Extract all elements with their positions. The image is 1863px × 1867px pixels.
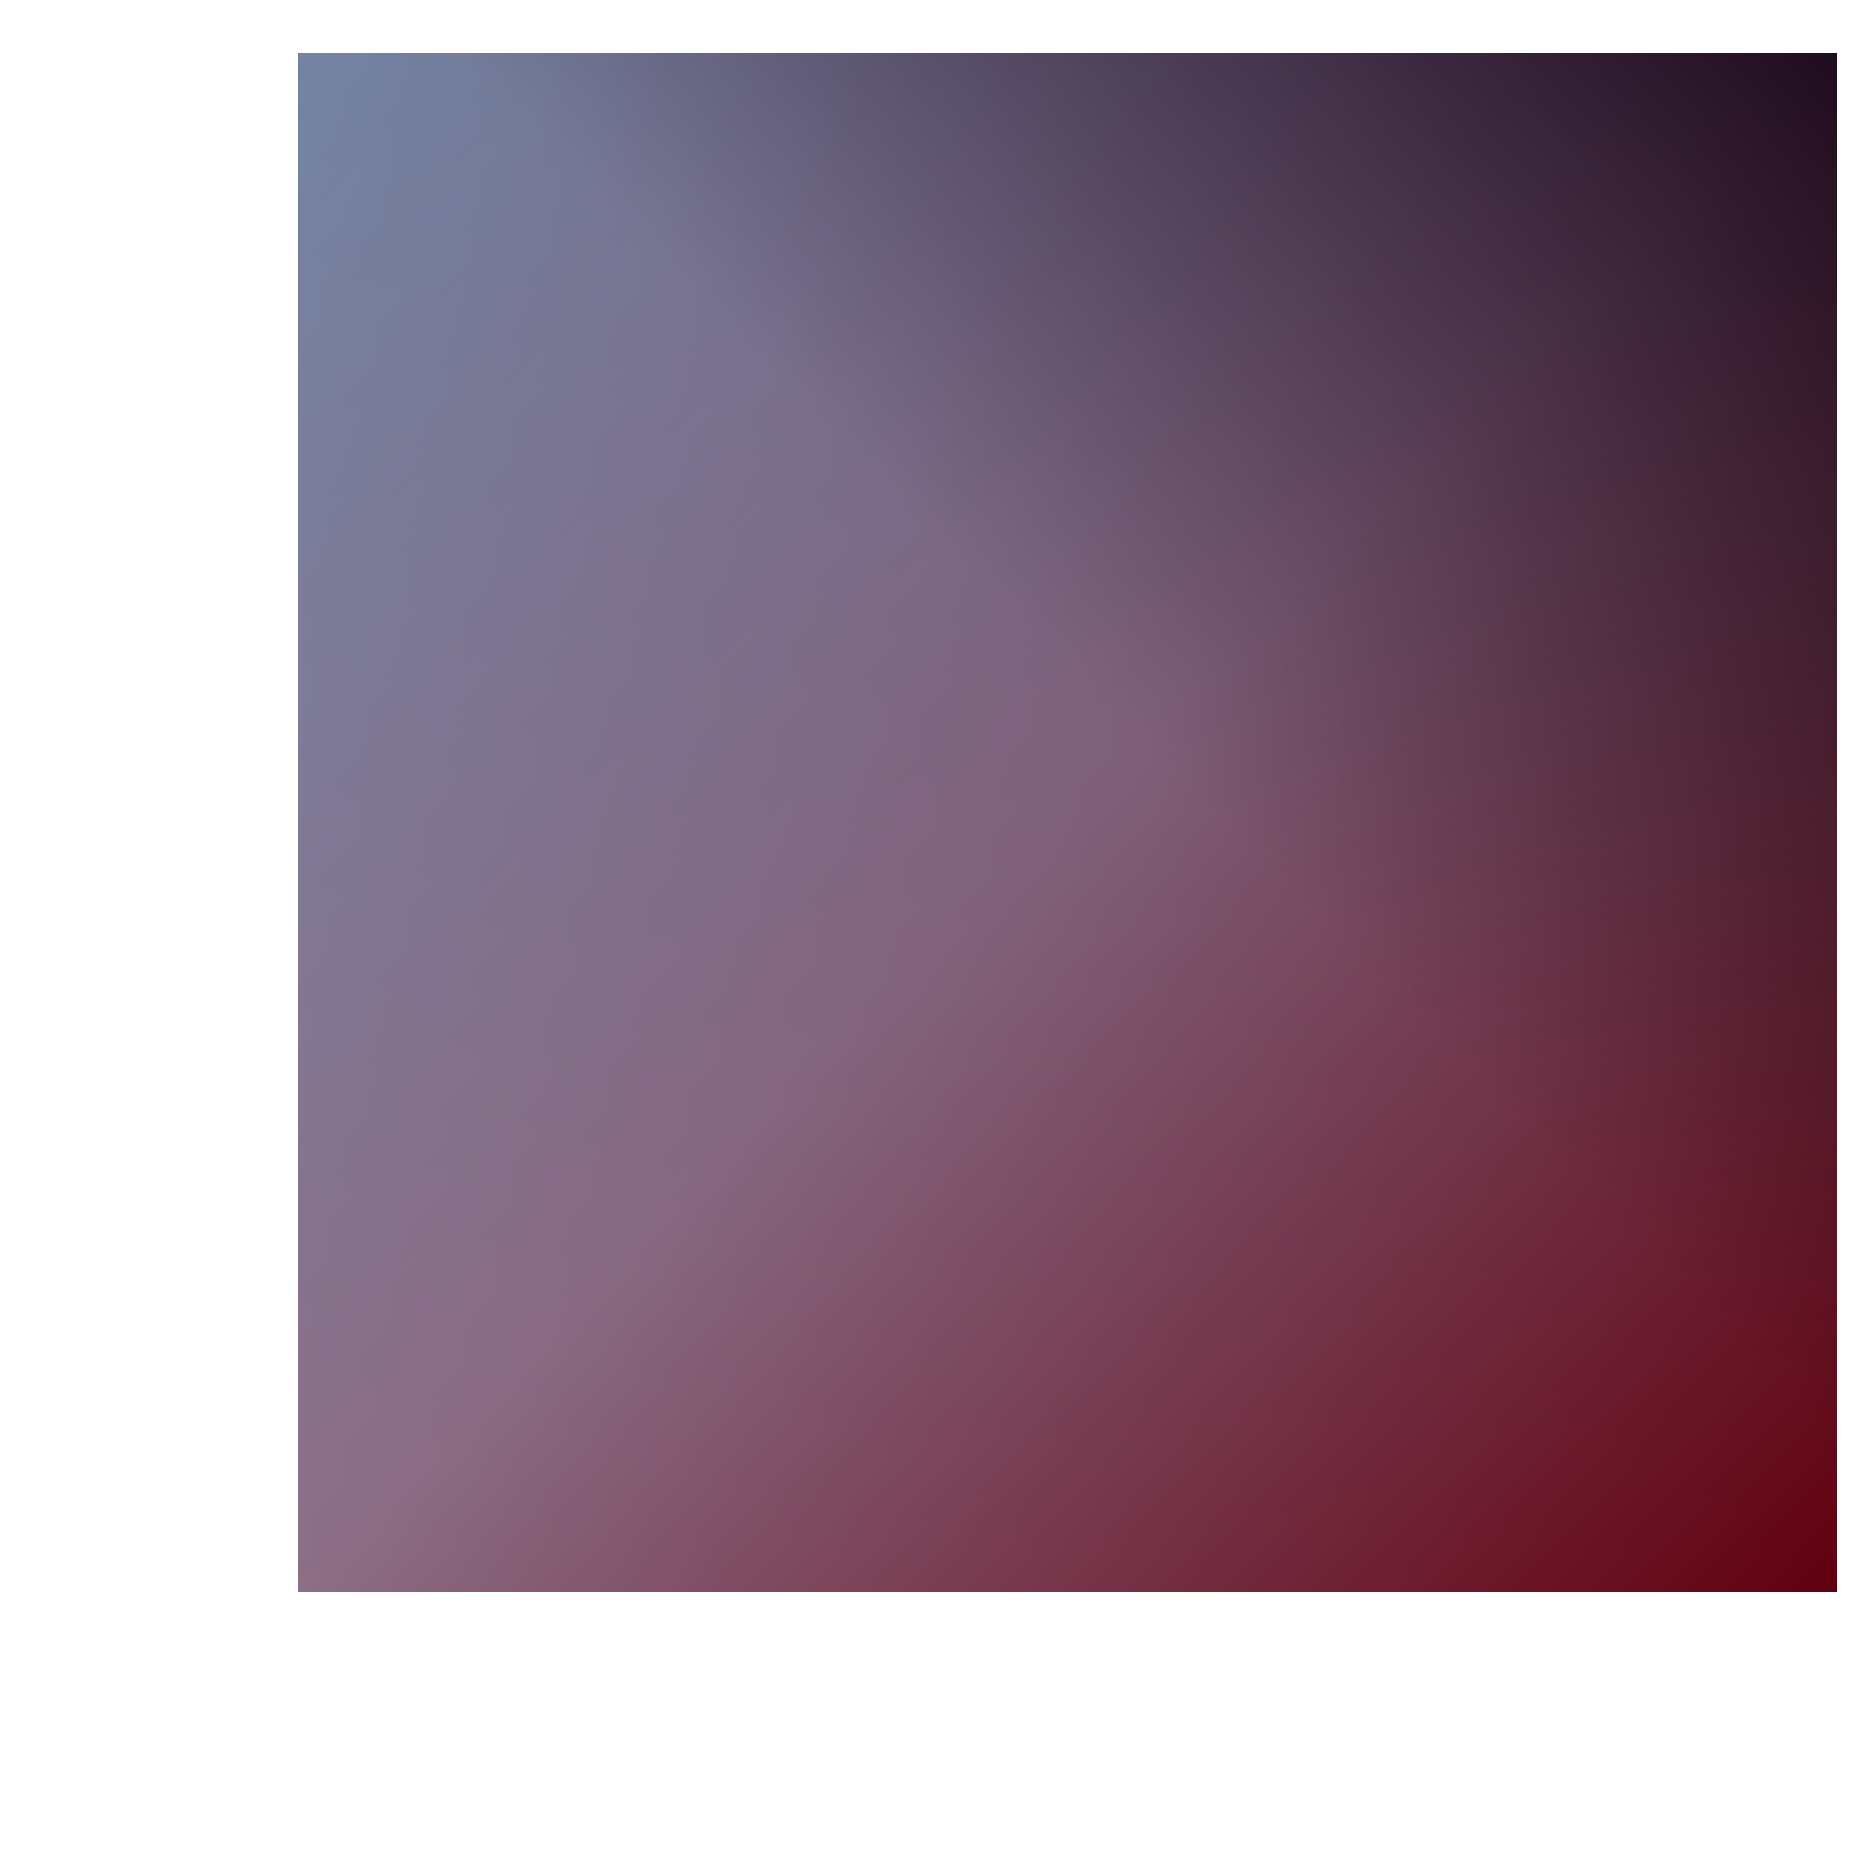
gradient-overlay xyxy=(298,53,1837,1592)
gradient-square xyxy=(298,53,1837,1592)
